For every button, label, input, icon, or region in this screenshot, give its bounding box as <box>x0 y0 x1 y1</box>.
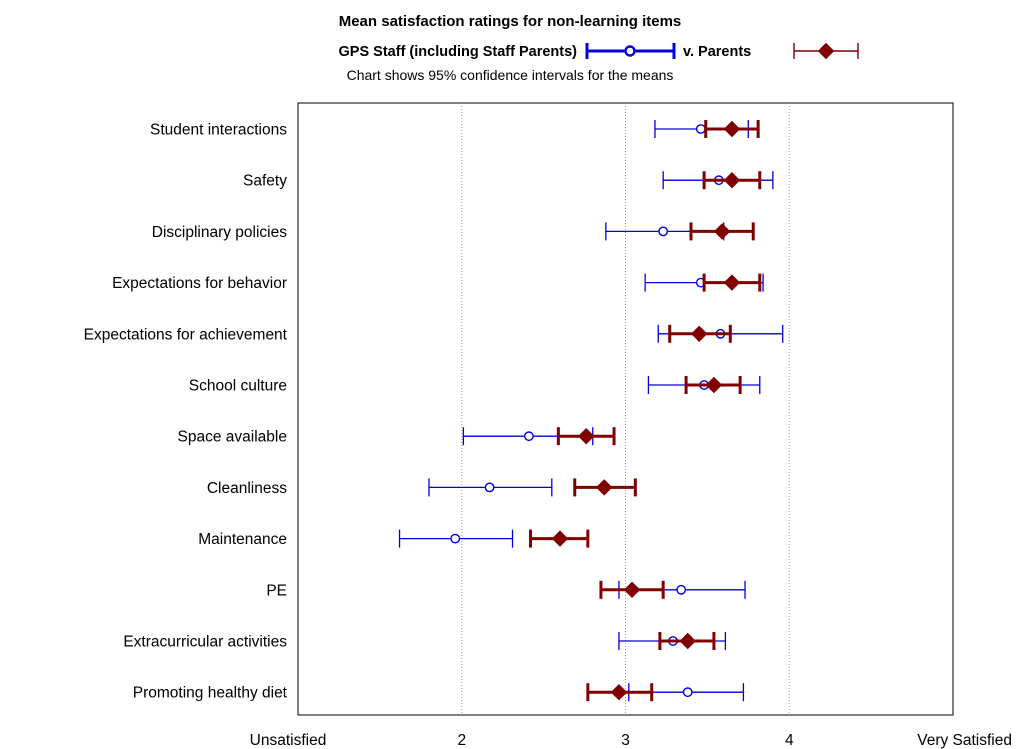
category-label: Expectations for achievement <box>84 326 288 343</box>
category-label: Maintenance <box>198 531 287 548</box>
parents-mean-point <box>679 632 696 650</box>
x-axis-tick-labels: Unsatisfied 2 3 4 Very Satisfied <box>250 732 1012 749</box>
legend-label-staff: GPS Staff (including Staff Parents) <box>339 44 578 60</box>
legend: GPS Staff (including Staff Parents) v. Pa… <box>339 42 859 60</box>
category-label: PE <box>266 582 287 599</box>
row-marks <box>428 478 637 497</box>
category-label: Disciplinary policies <box>152 224 287 241</box>
parents-mean-point <box>723 274 741 291</box>
category-label: Promoting healthy diet <box>133 685 288 702</box>
legend-swatch-parents <box>793 42 859 60</box>
row-marks <box>644 273 764 292</box>
staff-mean-point <box>695 124 706 134</box>
chart-title: Mean satisfaction ratings for non-learni… <box>339 13 682 30</box>
row-marks <box>618 632 727 650</box>
category-label: Space available <box>178 429 287 446</box>
x-tick-label: Unsatisfied <box>250 732 327 749</box>
parents-mean-point <box>596 479 613 496</box>
row-marks <box>462 427 616 446</box>
legend-swatch-staff <box>585 43 676 59</box>
parents-mean-point <box>705 376 723 394</box>
parents-mean-point <box>713 223 731 240</box>
row-marks <box>657 324 784 343</box>
staff-mean-point <box>450 533 461 544</box>
parents-mean-point <box>623 581 641 599</box>
category-label: Cleanliness <box>207 480 287 497</box>
row-marks <box>605 222 755 241</box>
legend-label-parents: v. Parents <box>683 44 751 60</box>
row-marks <box>662 171 774 190</box>
row-marks <box>599 580 746 599</box>
gridlines <box>461 103 790 715</box>
parents-mean-point <box>610 683 628 701</box>
category-label: Expectations for behavior <box>112 275 287 292</box>
row-marks <box>398 529 590 548</box>
category-label: Extracurricular activities <box>123 634 287 651</box>
x-tick-label: 2 <box>457 732 466 749</box>
x-tick-label: 3 <box>621 732 630 749</box>
x-tick-label: Very Satisfied <box>917 732 1012 749</box>
parents-mean-point <box>577 427 595 445</box>
data-marks <box>398 120 784 702</box>
row-marks <box>647 376 761 394</box>
category-label: Safety <box>243 173 287 190</box>
category-label: Student interactions <box>150 122 287 139</box>
row-marks <box>586 683 745 702</box>
category-label: School culture <box>189 378 287 395</box>
staff-mean-point <box>682 687 693 698</box>
chart-subtitle: Chart shows 95% confidence intervals for… <box>347 67 674 83</box>
staff-mean-point <box>676 584 687 595</box>
staff-mean-point <box>484 482 495 493</box>
parents-mean-point <box>551 530 569 547</box>
staff-mean-point <box>523 431 534 442</box>
staff-mean-point <box>658 226 669 237</box>
row-marks <box>654 120 760 138</box>
category-labels: Student interactions Safety Disciplinary p… <box>84 122 288 702</box>
parents-mean-point <box>723 171 741 189</box>
parents-mean-point <box>690 325 708 343</box>
parents-mean-point <box>723 120 741 138</box>
x-tick-label: 4 <box>785 732 794 749</box>
